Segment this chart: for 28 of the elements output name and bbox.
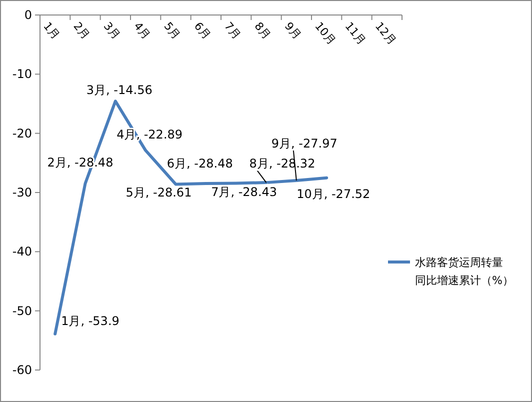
data-label: 3月, -14.56 (86, 83, 152, 98)
data-label: 9月, -27.97 (271, 136, 338, 150)
x-tick-label: 6月 (191, 20, 214, 42)
y-tick-label: -20 (12, 126, 32, 140)
data-label: 5月, -28.61 (126, 185, 192, 200)
y-tick-label: -10 (12, 67, 32, 82)
x-tick-label: 11月 (342, 20, 368, 48)
data-label: 7月, -28.43 (211, 185, 278, 200)
data-label: 10月, -27.52 (296, 186, 370, 201)
x-tick-label: 9月 (282, 20, 304, 42)
x-tick-label: 4月 (131, 20, 153, 42)
legend-label: 水路客货运周转量同比增速累计（%） (415, 256, 514, 287)
data-label: 6月, -28.48 (166, 156, 233, 171)
x-tick-label: 5月 (161, 20, 183, 42)
x-tick-label: 7月 (222, 20, 244, 42)
x-tick-label: 12月 (372, 20, 399, 48)
x-tick-label: 8月 (252, 20, 274, 42)
x-tick-label: 1月 (40, 20, 62, 42)
y-tick-label: -30 (12, 186, 32, 200)
x-tick-label: 2月 (70, 20, 92, 42)
data-label: 1月, -53.9 (61, 314, 120, 328)
data-label: 4月, -22.89 (116, 127, 183, 142)
x-tick-label: 10月 (312, 20, 338, 48)
y-tick-label: -50 (12, 304, 32, 318)
y-tick-label: -40 (12, 244, 32, 259)
x-tick-label: 3月 (100, 20, 123, 42)
y-tick-label: 0 (24, 8, 32, 22)
y-tick-label: -60 (12, 363, 32, 377)
